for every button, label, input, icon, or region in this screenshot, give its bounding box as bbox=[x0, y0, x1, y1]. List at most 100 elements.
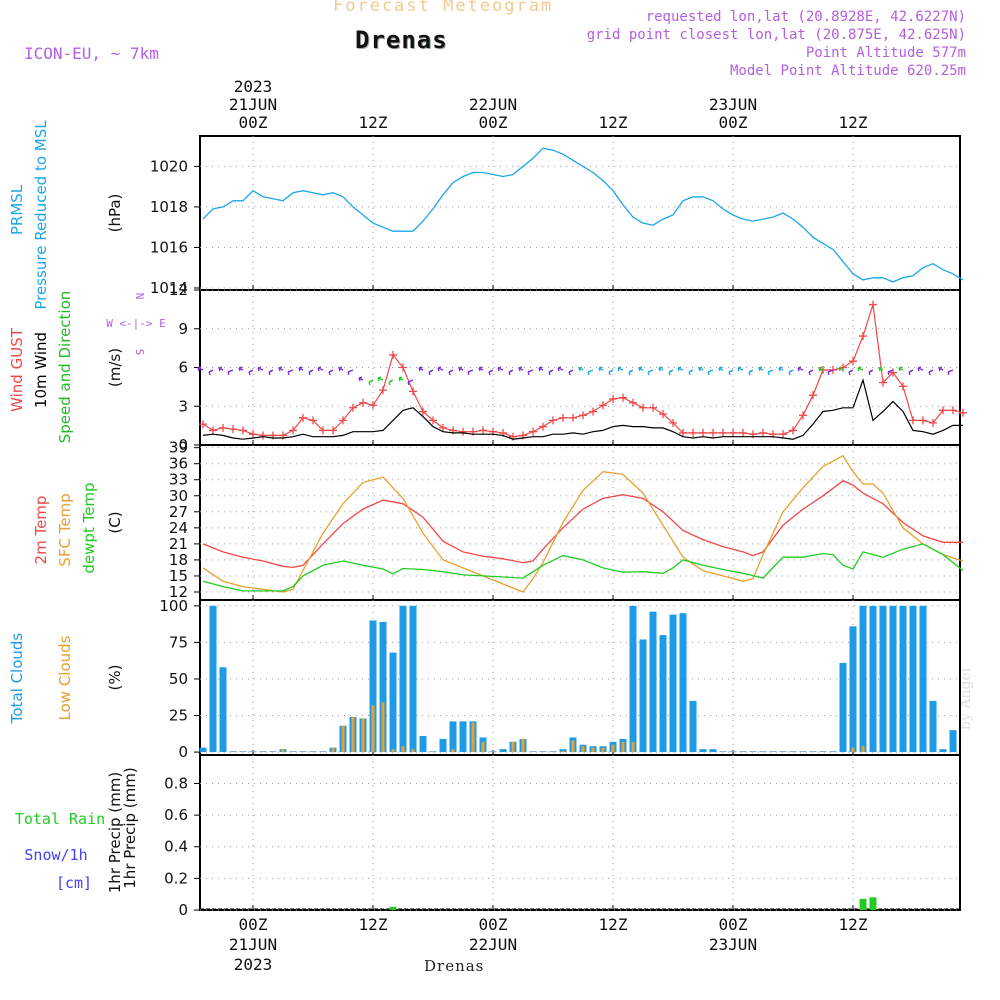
gust-marker bbox=[959, 408, 967, 417]
gust-marker bbox=[359, 398, 367, 407]
time-label-bottom: 22JUN bbox=[469, 935, 517, 954]
total-cloud-bar bbox=[899, 605, 907, 753]
side-label-snow-unit: [cm] bbox=[56, 874, 92, 892]
gust-marker bbox=[219, 423, 227, 432]
panel-frame-temperature bbox=[199, 444, 961, 601]
total-cloud-bar bbox=[249, 751, 257, 753]
wind-direction-arrow bbox=[638, 366, 644, 372]
low-cloud-bar bbox=[471, 722, 475, 753]
ytick-label-precip: 0.4 bbox=[164, 838, 188, 856]
gust-marker bbox=[259, 431, 267, 440]
ytick-label-temperature: 27 bbox=[169, 503, 188, 521]
wind-direction-arrow bbox=[578, 366, 584, 372]
gust-marker bbox=[679, 428, 687, 437]
gust-marker bbox=[869, 300, 877, 309]
total-cloud-bar bbox=[629, 605, 637, 753]
wind-direction-arrow bbox=[338, 366, 344, 372]
wind-direction-arrow bbox=[728, 369, 734, 376]
wind-direction-arrow bbox=[878, 366, 884, 372]
low-cloud-bar bbox=[341, 725, 345, 753]
gust-marker bbox=[689, 428, 697, 437]
ytick-label-pressure: 1020 bbox=[150, 157, 188, 175]
ylabel-pressure: (hPa) bbox=[106, 194, 124, 233]
ytick-label-temperature: 15 bbox=[169, 567, 188, 585]
side-label: Speed and Direction bbox=[56, 291, 74, 444]
total-cloud-bar bbox=[449, 721, 457, 753]
wind10-line bbox=[202, 378, 963, 440]
wind-direction-arrow bbox=[418, 366, 424, 372]
wind-direction-arrow bbox=[407, 379, 414, 386]
model-altitude: Model Point Altitude 620.25m bbox=[729, 63, 966, 79]
gust-marker bbox=[239, 426, 247, 435]
gust-marker bbox=[879, 378, 887, 387]
ytick-label-clouds: 50 bbox=[169, 670, 188, 688]
wind-direction-arrow bbox=[248, 369, 254, 376]
station-name: Drenas bbox=[355, 26, 448, 54]
total-cloud-bar bbox=[919, 605, 927, 753]
low-cloud-bar bbox=[391, 749, 395, 753]
low-cloud-bar bbox=[851, 747, 855, 753]
total-cloud-bar bbox=[219, 667, 227, 753]
ylabel-precip: 1hr Precip (mm) bbox=[106, 772, 124, 893]
side-label: Pressure Reduced to MSL bbox=[32, 120, 50, 310]
gust-marker bbox=[659, 410, 667, 419]
total-cloud-bar bbox=[729, 751, 737, 753]
ytick-label-precip: 0.2 bbox=[164, 869, 188, 887]
wind-direction-arrow bbox=[497, 366, 504, 372]
ytick-label-temperature: 39 bbox=[169, 439, 188, 457]
gust-marker bbox=[939, 406, 947, 415]
gust-marker bbox=[559, 413, 567, 422]
gust-marker bbox=[699, 428, 707, 437]
wind-direction-arrow bbox=[928, 369, 934, 376]
total-cloud-bar bbox=[239, 751, 247, 753]
total-cloud-bar bbox=[439, 738, 447, 753]
total-cloud-bar bbox=[909, 605, 917, 753]
wind-direction-arrow bbox=[827, 369, 834, 376]
low-cloud-bar bbox=[601, 747, 605, 753]
compass-we: W <-|-> E bbox=[106, 317, 166, 330]
low-cloud-bar bbox=[611, 744, 615, 753]
total-cloud-bar bbox=[319, 751, 327, 753]
gust-marker bbox=[909, 416, 917, 425]
gust-marker bbox=[619, 393, 627, 402]
time-label-top: 00Z bbox=[239, 113, 268, 132]
total-cloud-bar bbox=[389, 652, 397, 753]
gust-marker bbox=[429, 416, 437, 425]
wind-direction-arrow bbox=[298, 366, 304, 372]
ytick-label-temperature: 36 bbox=[169, 455, 188, 473]
ytick-label-clouds: 25 bbox=[169, 707, 188, 725]
side-label: Total Clouds bbox=[8, 633, 26, 725]
wind-direction-arrow bbox=[467, 369, 474, 376]
total-cloud-bar bbox=[749, 751, 757, 753]
time-label-bottom: 23JUN bbox=[709, 935, 757, 954]
side-label-snow: Snow/1h bbox=[24, 846, 87, 864]
gust-marker bbox=[809, 391, 817, 400]
gust-marker bbox=[669, 418, 677, 427]
wind-direction-arrow bbox=[737, 366, 744, 372]
wind-direction-arrow bbox=[898, 366, 904, 372]
ytick-label-clouds: 0 bbox=[178, 743, 188, 761]
total-cloud-bar bbox=[759, 751, 767, 753]
gust-marker bbox=[309, 416, 317, 425]
wind-direction-arrow bbox=[458, 366, 464, 372]
wind-direction-arrow bbox=[887, 369, 894, 376]
wind-direction-arrow bbox=[838, 366, 844, 372]
ytick-label-temperature: 24 bbox=[169, 519, 188, 537]
time-label-top: 12Z bbox=[839, 113, 868, 132]
ytick-label-temperature: 30 bbox=[169, 487, 188, 505]
wind-direction-arrow bbox=[707, 369, 714, 376]
gust-marker bbox=[349, 403, 357, 412]
wind-direction-arrow bbox=[658, 366, 664, 372]
total-cloud-bar bbox=[199, 747, 207, 753]
dewpoint-line bbox=[202, 543, 964, 592]
wind-direction-arrow bbox=[478, 366, 484, 372]
wind-direction-arrow bbox=[677, 366, 684, 372]
gust-marker bbox=[409, 387, 417, 396]
time-label-top: 00Z bbox=[719, 113, 748, 132]
gust-marker bbox=[339, 416, 347, 425]
gust-marker bbox=[589, 407, 597, 416]
ytick-label-wind: 9 bbox=[178, 320, 188, 338]
chart-title: Forecast Meteogram bbox=[333, 0, 554, 16]
wind-direction-arrow bbox=[278, 366, 284, 372]
wind-direction-arrow bbox=[617, 366, 624, 372]
